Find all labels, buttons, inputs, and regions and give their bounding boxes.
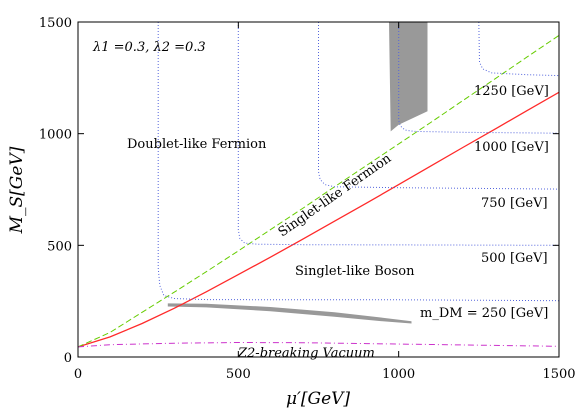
series-line-dashed: [78, 34, 559, 348]
series-line-dash-dot: [78, 341, 559, 348]
series-line-mdm-250: [157, 22, 559, 302]
series-line-mdm-750: [318, 22, 559, 190]
x-tick-label: 500: [226, 367, 251, 382]
label-mdm-1000: 1000 [GeV]: [474, 140, 549, 155]
label-mdm-1250: 1250 [GeV]: [474, 84, 549, 99]
y-tick-label: 0: [64, 351, 72, 366]
label-mdm-500: 500 [GeV]: [481, 251, 548, 266]
label-mdm-250: m_DM = 250 [GeV]: [420, 306, 548, 321]
y-tick-label: 1000: [39, 128, 72, 143]
annotation-params: λ1 =0.3, λ2 =0.3: [92, 40, 206, 55]
x-axis-label: μ′[GeV]: [286, 389, 350, 409]
y-axis-label: M_S[GeV]: [7, 146, 27, 234]
series-line-solid: [78, 91, 559, 348]
shaded-region-2: [167, 303, 412, 324]
y-tick-label: 1500: [39, 16, 72, 31]
series-line-mdm-1250: [478, 22, 559, 77]
annotation-z2-vacuum: Z2-breaking Vacuum: [237, 346, 375, 361]
x-tick-label: 1000: [382, 367, 415, 382]
x-tick-label: 1500: [542, 367, 575, 382]
annotation-singlet-fermion: Singlet-like Fermion: [276, 151, 395, 241]
annotation-doublet-fermion: Doublet-like Fermion: [127, 137, 267, 152]
annotation-singlet-boson: Singlet-like Boson: [295, 264, 415, 279]
plot-frame: [77, 21, 560, 358]
x-tick-label: 0: [74, 367, 82, 382]
y-tick-label: 500: [47, 239, 72, 254]
label-mdm-750: 750 [GeV]: [481, 196, 548, 211]
series-line-mdm-1000: [398, 22, 559, 134]
shaded-region-1: [389, 22, 428, 132]
